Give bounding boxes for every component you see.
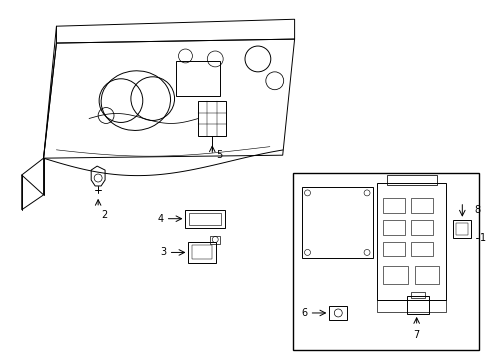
Bar	[185, 210, 224, 228]
Bar	[410, 292, 424, 298]
Bar	[382, 242, 404, 256]
Text: 3: 3	[160, 247, 166, 257]
Text: 5: 5	[216, 150, 222, 160]
Text: 7: 7	[413, 330, 419, 340]
Bar	[406, 296, 427, 314]
Bar	[198, 100, 225, 136]
Bar	[376, 300, 446, 312]
Bar	[210, 235, 220, 243]
Bar	[328, 306, 346, 320]
Bar	[188, 242, 216, 264]
Bar	[452, 220, 470, 238]
Bar	[382, 220, 404, 235]
Bar	[382, 266, 407, 284]
Bar	[382, 198, 404, 213]
Bar	[414, 266, 439, 284]
Bar	[189, 213, 221, 225]
Bar	[386, 175, 436, 185]
Text: 6: 6	[301, 308, 307, 318]
Bar	[455, 223, 468, 235]
Bar	[376, 183, 446, 300]
Bar	[192, 246, 212, 260]
Bar	[410, 198, 432, 213]
Bar	[175, 61, 220, 96]
Text: 2: 2	[101, 210, 107, 220]
Bar	[301, 187, 372, 258]
Bar	[410, 220, 432, 235]
Text: 4: 4	[157, 214, 163, 224]
Text: 1: 1	[479, 233, 485, 243]
Text: 8: 8	[473, 205, 479, 215]
Bar	[410, 242, 432, 256]
Bar	[292, 173, 478, 350]
